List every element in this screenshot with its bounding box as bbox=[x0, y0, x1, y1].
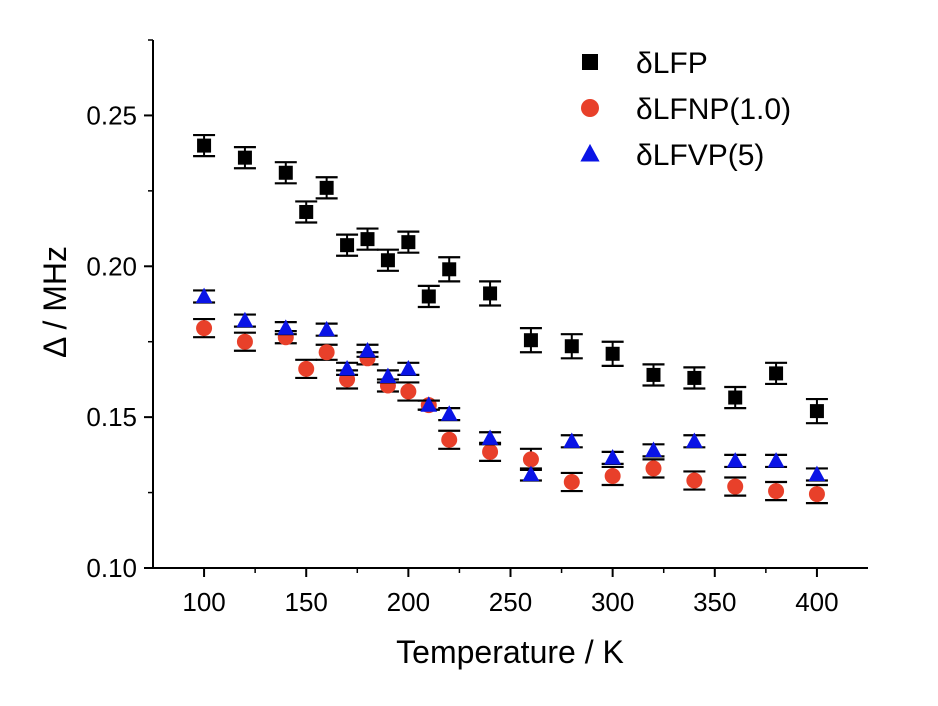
data-point bbox=[604, 449, 622, 465]
data-point bbox=[359, 341, 376, 358]
series-triangle bbox=[193, 287, 828, 482]
data-point bbox=[197, 138, 212, 153]
legend-label: δLFVP(5) bbox=[636, 139, 764, 172]
x-tick-label: 100 bbox=[182, 587, 225, 617]
data-point bbox=[401, 235, 416, 250]
legend-marker bbox=[582, 54, 598, 70]
data-point bbox=[299, 204, 314, 219]
y-tick-label: 0.25 bbox=[86, 100, 137, 130]
legend-label: δLFNP(1.0) bbox=[636, 93, 791, 126]
data-point bbox=[645, 441, 662, 457]
data-point bbox=[399, 360, 417, 376]
data-point bbox=[563, 474, 580, 491]
data-point bbox=[237, 150, 252, 165]
data-point bbox=[522, 465, 540, 482]
data-point bbox=[236, 311, 254, 328]
data-point bbox=[340, 238, 355, 253]
data-point bbox=[809, 404, 824, 419]
y-tick-label: 0.10 bbox=[86, 553, 137, 583]
data-point bbox=[379, 367, 397, 384]
data-point bbox=[440, 405, 458, 421]
data-point bbox=[318, 320, 336, 337]
data-point bbox=[442, 262, 457, 277]
data-point bbox=[236, 333, 253, 350]
x-tick-label: 300 bbox=[591, 587, 634, 617]
data-point bbox=[563, 432, 581, 448]
data-point bbox=[523, 333, 538, 348]
data-point bbox=[728, 390, 743, 405]
y-tick-label: 0.20 bbox=[86, 251, 137, 281]
axes: 100 150 200 250 300 350 400 0.10 0.15 0.20 0.25 bbox=[86, 39, 868, 617]
data-point bbox=[421, 289, 436, 304]
y-tick-label: 0.15 bbox=[86, 402, 137, 432]
data-point bbox=[605, 346, 620, 361]
data-point bbox=[685, 432, 703, 448]
series-circle bbox=[193, 317, 828, 505]
data-point bbox=[686, 472, 703, 489]
data-point bbox=[318, 344, 335, 361]
data-point bbox=[808, 486, 825, 503]
x-tick-label: 150 bbox=[285, 587, 328, 617]
data-point bbox=[196, 320, 213, 337]
data-point bbox=[604, 467, 621, 484]
data-point bbox=[687, 370, 702, 385]
legend: δLFP δLFNP(1.0) δLFVP(5) bbox=[580, 47, 791, 172]
x-tick-label: 350 bbox=[693, 587, 736, 617]
data-point bbox=[646, 367, 661, 382]
data-point bbox=[195, 287, 213, 304]
y-axis-title: Δ / MHz bbox=[37, 246, 73, 358]
data-point bbox=[564, 339, 579, 354]
data-point bbox=[645, 460, 662, 477]
data-point bbox=[808, 465, 826, 482]
x-tick-label: 400 bbox=[795, 587, 838, 617]
legend-label: δLFP bbox=[636, 47, 708, 80]
data-point bbox=[767, 452, 785, 468]
data-points bbox=[193, 133, 828, 505]
x-tick-label: 200 bbox=[387, 587, 430, 617]
data-point bbox=[319, 180, 334, 195]
data-point bbox=[481, 429, 499, 445]
data-point bbox=[277, 319, 295, 335]
data-point bbox=[727, 478, 744, 495]
data-point bbox=[726, 452, 744, 468]
data-point bbox=[769, 366, 784, 381]
data-point bbox=[482, 443, 499, 460]
data-point bbox=[441, 431, 458, 448]
data-point bbox=[400, 383, 417, 400]
data-point bbox=[360, 232, 375, 247]
data-point bbox=[768, 483, 785, 500]
data-point bbox=[298, 360, 315, 377]
data-point bbox=[338, 360, 356, 376]
series-square bbox=[193, 133, 828, 425]
legend-marker bbox=[580, 143, 600, 162]
legend-marker bbox=[581, 99, 599, 117]
data-point bbox=[522, 451, 539, 468]
data-point bbox=[278, 165, 293, 180]
data-point bbox=[380, 253, 395, 268]
x-tick-label: 250 bbox=[489, 587, 532, 617]
data-point bbox=[420, 396, 438, 412]
x-axis-title: Temperature / K bbox=[396, 634, 624, 670]
data-point bbox=[483, 286, 498, 301]
